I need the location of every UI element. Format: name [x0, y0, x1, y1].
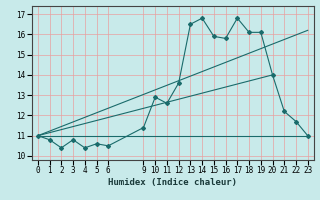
X-axis label: Humidex (Indice chaleur): Humidex (Indice chaleur) [108, 178, 237, 187]
